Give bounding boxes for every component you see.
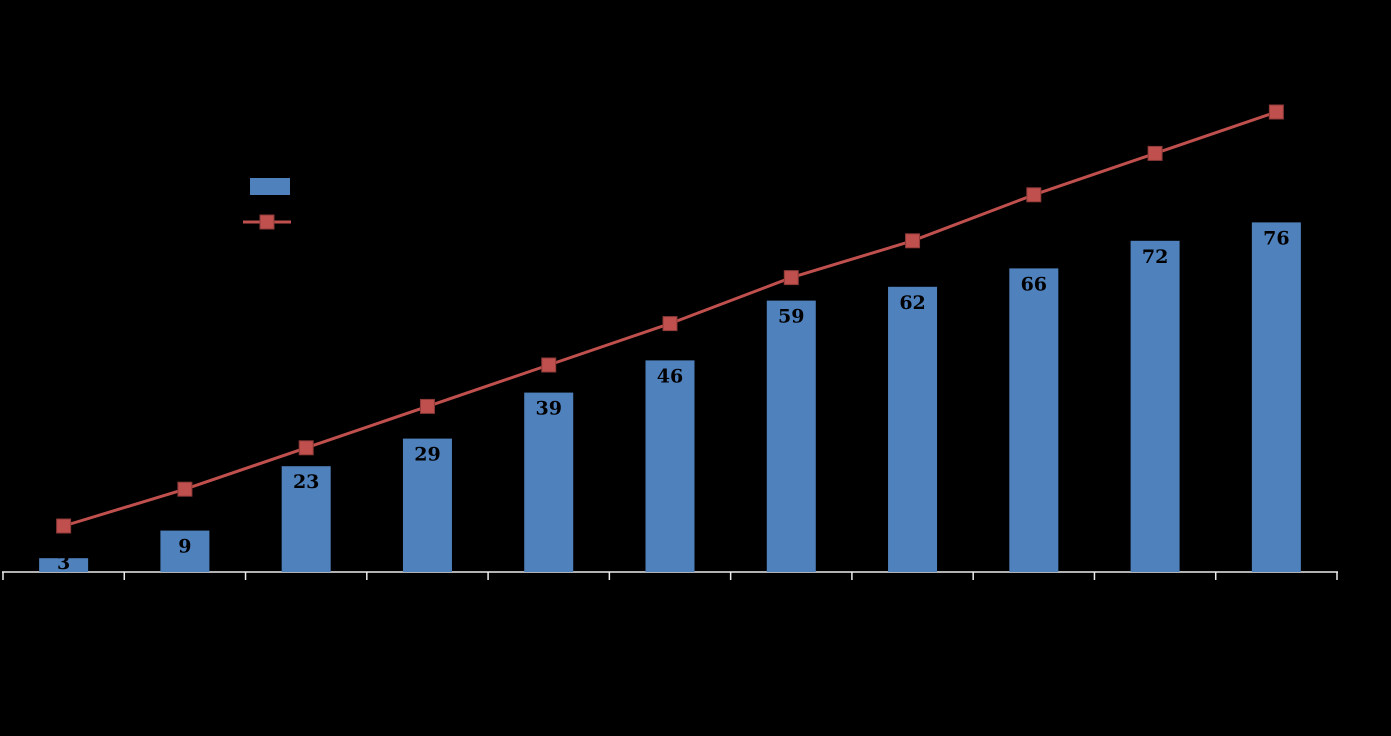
bar-data-label: 59 — [778, 306, 804, 328]
bar[interactable] — [402, 438, 452, 572]
line-marker[interactable] — [298, 440, 314, 456]
bar[interactable] — [1009, 268, 1059, 572]
line-marker[interactable] — [1268, 104, 1284, 120]
line-marker[interactable] — [419, 398, 435, 414]
bar-data-label: 39 — [536, 398, 562, 420]
bar-data-label: 23 — [293, 471, 319, 493]
line-marker[interactable] — [177, 481, 193, 497]
bar[interactable] — [766, 300, 816, 572]
bar-data-label: 76 — [1263, 227, 1289, 249]
line-marker[interactable] — [662, 316, 678, 332]
bar-data-label: 46 — [657, 365, 683, 387]
bar[interactable] — [888, 286, 938, 572]
bar[interactable] — [39, 558, 89, 572]
bar[interactable] — [160, 530, 210, 572]
line-marker[interactable] — [783, 270, 799, 286]
line-marker[interactable] — [1147, 145, 1163, 161]
bar-data-label: 3 — [57, 552, 70, 574]
line-marker[interactable] — [541, 357, 557, 373]
bar-data-label: 72 — [1142, 246, 1168, 268]
bar[interactable] — [1130, 240, 1180, 573]
legend-line-marker[interactable] — [259, 214, 275, 230]
bar-data-label: 62 — [899, 292, 925, 314]
bar-data-label: 9 — [178, 536, 191, 558]
legend-bar-swatch[interactable] — [250, 178, 290, 195]
bar[interactable] — [281, 466, 331, 572]
line-marker[interactable] — [1026, 187, 1042, 203]
bar[interactable] — [645, 360, 695, 572]
bar[interactable] — [524, 392, 574, 572]
bar-data-label: 29 — [414, 444, 440, 466]
bar-data-label: 66 — [1021, 273, 1047, 295]
line-marker[interactable] — [56, 518, 72, 534]
bar[interactable] — [1251, 222, 1301, 572]
line-marker[interactable] — [905, 233, 921, 249]
